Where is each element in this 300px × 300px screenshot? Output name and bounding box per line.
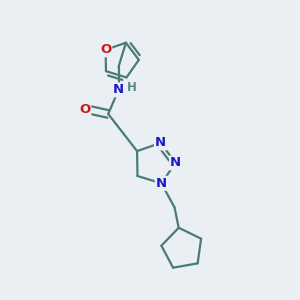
Text: N: N <box>155 136 166 149</box>
Text: N: N <box>156 177 167 190</box>
Text: N: N <box>170 156 181 170</box>
Text: H: H <box>127 81 137 94</box>
Text: N: N <box>113 83 124 96</box>
Text: O: O <box>100 43 111 56</box>
Text: O: O <box>79 103 90 116</box>
